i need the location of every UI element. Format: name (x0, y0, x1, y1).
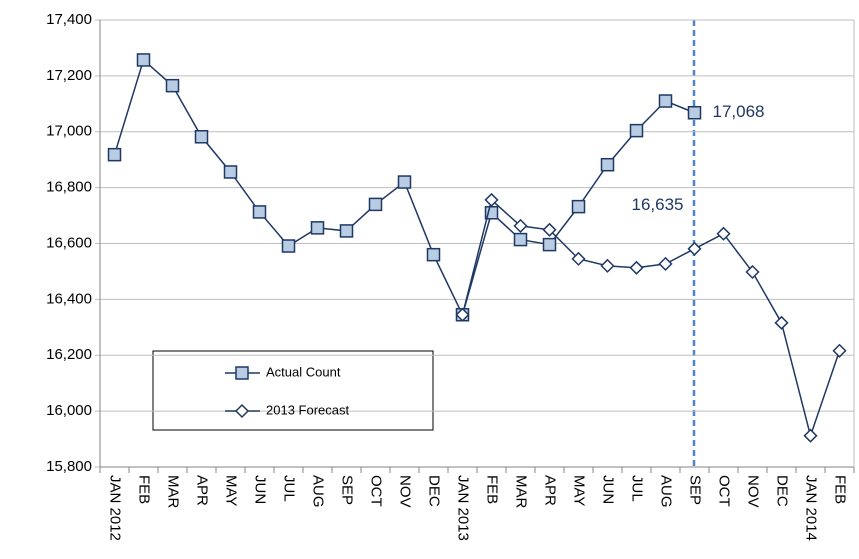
marker (745, 264, 760, 280)
marker (165, 78, 180, 93)
marker (716, 226, 731, 241)
x-tick-label: MAR (513, 475, 530, 509)
x-tick-label: AUG (658, 475, 675, 508)
x-tick-label: NOV (745, 475, 762, 508)
marker (107, 147, 122, 162)
marker (426, 247, 441, 262)
x-tick-label: APR (542, 475, 559, 506)
marker (542, 237, 557, 252)
y-tick-label: 16,000 (46, 402, 92, 419)
legend-label: 2013 Forecast (266, 402, 349, 417)
marker (542, 222, 557, 237)
y-tick-label: 17,000 (46, 123, 92, 140)
data-label: 16,635 (632, 195, 684, 214)
x-tick-label: APR (194, 475, 211, 506)
marker (484, 192, 499, 207)
marker (629, 123, 644, 138)
marker (252, 205, 267, 219)
marker (600, 258, 615, 273)
y-tick-label: 15,800 (46, 458, 92, 475)
x-tick-label: SEP (339, 475, 356, 505)
x-tick-label: JAN 2014 (803, 475, 820, 541)
marker (455, 307, 470, 322)
x-tick-label: DEC (426, 475, 443, 507)
marker (629, 260, 644, 275)
x-tick-label: MAR (165, 475, 182, 509)
x-tick-label: SEP (687, 475, 704, 505)
x-tick-label: FEB (136, 475, 153, 504)
marker (281, 239, 296, 253)
y-tick-label: 16,400 (46, 290, 92, 307)
x-tick-label: FEB (484, 475, 501, 504)
marker (310, 221, 325, 235)
data-label: 17,068 (713, 102, 765, 121)
marker (687, 106, 702, 120)
marker (774, 315, 789, 330)
x-tick-label: AUG (310, 475, 327, 508)
y-tick-label: 16,800 (46, 179, 92, 196)
marker (136, 53, 151, 67)
marker (235, 366, 249, 380)
marker (397, 175, 412, 189)
marker (571, 199, 586, 214)
x-tick-label: MAY (223, 475, 240, 506)
x-tick-label: DEC (774, 475, 791, 507)
legend-label: Actual Count (266, 364, 341, 379)
marker (339, 224, 354, 238)
marker (832, 343, 847, 358)
x-tick-label: NOV (397, 475, 414, 508)
x-tick-label: OCT (368, 475, 385, 507)
x-tick-label: JUN (252, 475, 269, 504)
x-tick-label: FEB (832, 475, 849, 504)
marker (223, 165, 238, 179)
marker (600, 157, 615, 172)
marker (368, 197, 383, 212)
x-tick-label: MAY (571, 475, 588, 506)
marker (803, 428, 818, 443)
y-tick-label: 16,600 (46, 234, 92, 251)
y-tick-label: 17,200 (46, 67, 92, 84)
x-tick-label: OCT (716, 475, 733, 507)
marker (571, 251, 586, 266)
y-tick-label: 17,400 (46, 11, 92, 28)
x-tick-label: JAN 2013 (455, 475, 472, 541)
legend-box (152, 350, 434, 431)
x-tick-label: JAN 2012 (107, 475, 124, 541)
marker (513, 232, 528, 247)
x-tick-label: JUN (600, 475, 617, 504)
marker (687, 241, 702, 256)
marker (513, 218, 528, 233)
y-tick-label: 16,200 (46, 346, 92, 363)
marker (658, 94, 673, 108)
x-tick-label: JUL (281, 475, 298, 502)
marker (658, 256, 673, 271)
x-tick-label: JUL (629, 475, 646, 502)
marker (194, 130, 209, 144)
marker (234, 403, 250, 419)
